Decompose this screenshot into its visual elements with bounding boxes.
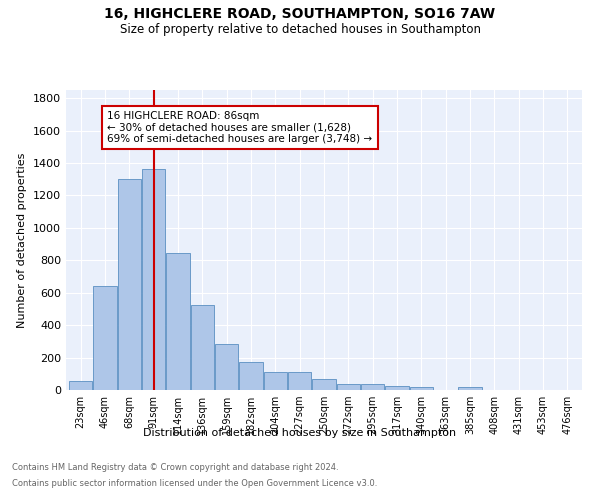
Text: Size of property relative to detached houses in Southampton: Size of property relative to detached ho…: [119, 22, 481, 36]
Bar: [69, 381, 92, 390]
Bar: [385, 386, 409, 390]
Bar: [361, 384, 384, 390]
Bar: [458, 387, 482, 390]
Text: 16, HIGHCLERE ROAD, SOUTHAMPTON, SO16 7AW: 16, HIGHCLERE ROAD, SOUTHAMPTON, SO16 7A…: [104, 8, 496, 22]
Bar: [215, 344, 238, 390]
Bar: [166, 253, 190, 390]
Bar: [94, 286, 116, 390]
Bar: [337, 384, 360, 390]
Bar: [239, 362, 263, 390]
Text: Distribution of detached houses by size in Southampton: Distribution of detached houses by size …: [143, 428, 457, 438]
Text: 16 HIGHCLERE ROAD: 86sqm
← 30% of detached houses are smaller (1,628)
69% of sem: 16 HIGHCLERE ROAD: 86sqm ← 30% of detach…: [107, 111, 373, 144]
Bar: [191, 305, 214, 390]
Bar: [264, 372, 287, 390]
Text: Contains public sector information licensed under the Open Government Licence v3: Contains public sector information licen…: [12, 478, 377, 488]
Bar: [118, 179, 141, 390]
Bar: [142, 170, 165, 390]
Bar: [410, 387, 433, 390]
Y-axis label: Number of detached properties: Number of detached properties: [17, 152, 28, 328]
Bar: [288, 372, 311, 390]
Bar: [313, 378, 335, 390]
Text: Contains HM Land Registry data © Crown copyright and database right 2024.: Contains HM Land Registry data © Crown c…: [12, 464, 338, 472]
